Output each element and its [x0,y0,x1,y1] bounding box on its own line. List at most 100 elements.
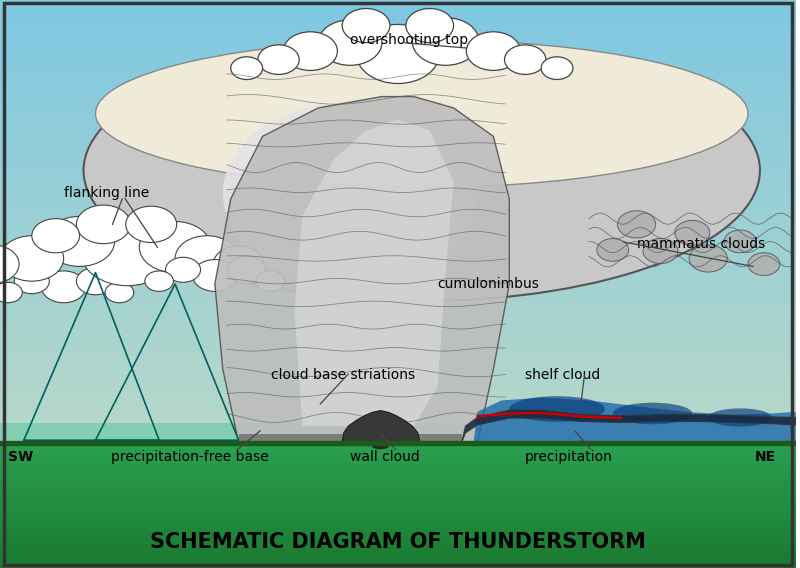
Text: precipitation: precipitation [525,450,613,464]
Bar [0,449,796,452]
Bar [0,427,796,432]
Bar [0,343,796,349]
Circle shape [406,9,454,43]
Bar [0,0,796,6]
Polygon shape [474,398,796,443]
Bar [0,481,796,484]
Bar [0,266,796,272]
Bar [0,255,796,260]
Bar [0,471,796,474]
Circle shape [748,253,780,275]
Text: SW: SW [8,450,34,464]
Bar [0,194,796,199]
Bar [238,434,462,444]
Circle shape [105,282,134,303]
Bar [0,216,796,222]
Ellipse shape [613,403,692,424]
Bar [0,371,796,377]
Bar [0,161,796,166]
Circle shape [0,236,64,281]
Bar [0,537,796,540]
Bar [0,260,796,266]
Bar [0,321,796,327]
Bar [0,499,796,503]
Circle shape [597,239,629,261]
Bar [0,423,478,443]
Bar [0,559,796,562]
Bar [0,531,796,534]
Bar [0,377,796,382]
Bar [0,139,796,144]
Bar [0,415,796,421]
Polygon shape [215,97,510,443]
Bar [0,127,796,133]
Bar [0,244,796,249]
Bar [0,39,796,44]
Bar [0,83,796,89]
Bar [0,233,796,238]
Bar [0,100,796,105]
Text: SCHEMATIC DIAGRAM OF THUNDERSTORM: SCHEMATIC DIAGRAM OF THUNDERSTORM [150,532,646,553]
Bar [0,534,796,537]
Circle shape [256,271,285,291]
Bar [0,503,796,506]
Bar [0,421,796,427]
Bar [0,506,796,509]
Bar [0,366,796,371]
Bar [0,524,796,527]
Bar [0,490,796,493]
Circle shape [412,18,479,65]
Circle shape [618,211,656,238]
Bar [0,149,796,155]
Bar [0,205,796,211]
Polygon shape [294,119,454,426]
Bar [0,78,796,83]
Text: wall cloud: wall cloud [350,450,420,464]
Circle shape [32,219,79,253]
Bar [0,50,796,56]
Bar [0,238,796,244]
Circle shape [14,269,50,294]
Bar [0,540,796,543]
Circle shape [76,205,130,244]
Bar [0,249,796,255]
Text: mammatus clouds: mammatus clouds [637,237,765,251]
Bar [0,465,796,468]
Text: shelf cloud: shelf cloud [525,368,601,382]
Bar [0,462,796,465]
Ellipse shape [510,396,605,421]
Bar [0,294,796,299]
Text: precipitation-free base: precipitation-free base [111,450,269,464]
Circle shape [0,282,22,303]
Bar [0,56,796,61]
Text: NE: NE [754,450,776,464]
Bar [0,443,796,446]
Bar [0,338,796,343]
Circle shape [81,220,174,286]
Bar [0,155,796,161]
Ellipse shape [95,40,748,187]
Bar [0,452,796,456]
Bar [0,310,796,316]
Bar [0,552,796,556]
Text: cumulonimbus: cumulonimbus [438,277,539,291]
Bar [0,288,796,294]
Ellipse shape [223,102,478,284]
Bar [0,61,796,66]
Bar [0,316,796,321]
Bar [0,133,796,139]
Bar [0,199,796,205]
Bar [0,349,796,354]
Bar [0,166,796,172]
Circle shape [139,222,211,273]
Bar [0,556,796,559]
Bar [0,282,796,288]
Bar [0,437,796,443]
Circle shape [724,230,756,253]
Circle shape [42,271,86,303]
Ellipse shape [708,408,772,427]
Bar [0,527,796,531]
Bar [0,546,796,549]
Bar [0,177,796,183]
Bar [0,487,796,490]
